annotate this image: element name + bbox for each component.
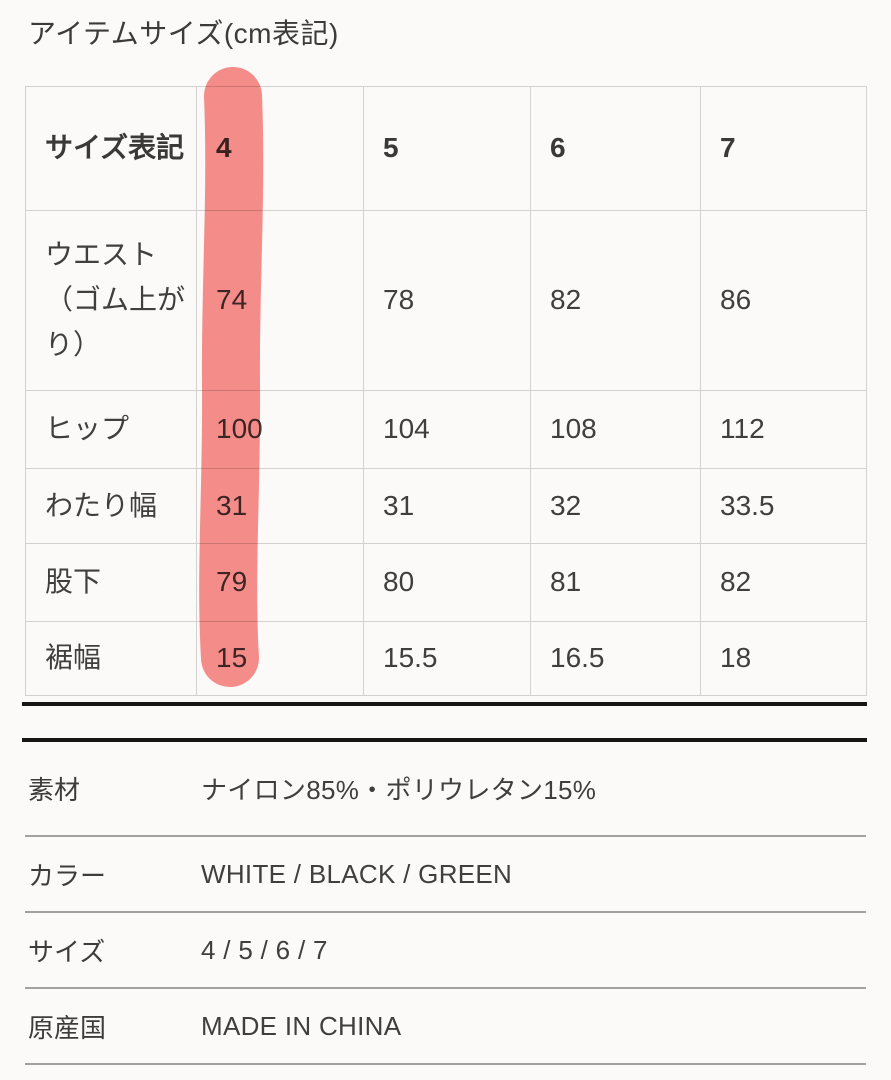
size-value: 16.5 — [530, 621, 701, 696]
detail-label: サイズ — [28, 936, 106, 967]
detail-value: 4 / 5 / 6 / 7 — [201, 934, 328, 965]
detail-value: WHITE / BLACK / GREEN — [201, 858, 513, 889]
size-column-header-7: 7 — [700, 86, 867, 211]
detail-label: 原産国 — [28, 1012, 107, 1043]
measure-label: 裾幅 — [25, 621, 197, 696]
size-value: 79 — [196, 543, 364, 622]
measure-label: わたり幅 — [25, 468, 197, 544]
size-value: 78 — [363, 210, 531, 391]
size-value: 108 — [530, 390, 701, 469]
size-value: 15 — [196, 621, 364, 696]
size-value: 104 — [363, 390, 531, 469]
size-value: 74 — [196, 210, 364, 391]
product-details-list: 素材 ナイロン85%・ポリウレタン15% カラー WHITE / BLACK /… — [25, 742, 866, 1065]
table-row-hip: ヒップ 100 104 108 112 — [25, 390, 867, 469]
table-row-thigh-width: わたり幅 31 31 32 33.5 — [25, 468, 867, 544]
detail-row-material: 素材 ナイロン85%・ポリウレタン15% — [25, 742, 866, 837]
size-value: 31 — [363, 468, 531, 544]
size-column-header-4: 4 — [196, 86, 364, 211]
size-value: 33.5 — [700, 468, 867, 544]
table-row-hem-width: 裾幅 15 15.5 16.5 18 — [25, 621, 867, 696]
size-value: 100 — [196, 390, 364, 469]
table-row-waist: ウエスト（ゴム上がり） 74 78 82 86 — [25, 210, 867, 391]
size-table-corner-label: サイズ表記 — [25, 86, 197, 211]
size-value: 82 — [530, 210, 701, 391]
measure-label: ウエスト（ゴム上がり） — [25, 210, 197, 391]
size-value: 112 — [700, 390, 867, 469]
size-column-header-5: 5 — [363, 86, 531, 211]
size-table-header-row: サイズ表記 4 5 6 7 — [25, 86, 867, 211]
size-value: 15.5 — [363, 621, 531, 696]
size-table: サイズ表記 4 5 6 7 ウエスト（ゴム上がり） 74 78 82 86 ヒッ… — [25, 86, 867, 696]
size-value: 18 — [700, 621, 867, 696]
measure-label: 股下 — [25, 543, 197, 622]
size-value: 81 — [530, 543, 701, 622]
size-value: 82 — [700, 543, 867, 622]
detail-label: カラー — [28, 860, 107, 891]
page-title: アイテムサイズ(cm表記) — [28, 18, 339, 49]
detail-value: MADE IN CHINA — [201, 1010, 402, 1041]
detail-label: 素材 — [28, 775, 81, 805]
detail-value: ナイロン85%・ポリウレタン15% — [201, 775, 597, 805]
measure-label: ヒップ — [25, 390, 197, 469]
size-value: 31 — [196, 468, 364, 544]
divider-thick-bottom — [22, 738, 867, 742]
detail-row-size: サイズ 4 / 5 / 6 / 7 — [25, 913, 866, 989]
table-row-inseam: 股下 79 80 81 82 — [25, 543, 867, 622]
detail-row-origin: 原産国 MADE IN CHINA — [25, 989, 866, 1065]
detail-row-color: カラー WHITE / BLACK / GREEN — [25, 837, 866, 913]
size-column-header-6: 6 — [530, 86, 701, 211]
divider-thick-top — [22, 702, 867, 706]
size-value: 86 — [700, 210, 867, 391]
size-value: 80 — [363, 543, 531, 622]
size-value: 32 — [530, 468, 701, 544]
